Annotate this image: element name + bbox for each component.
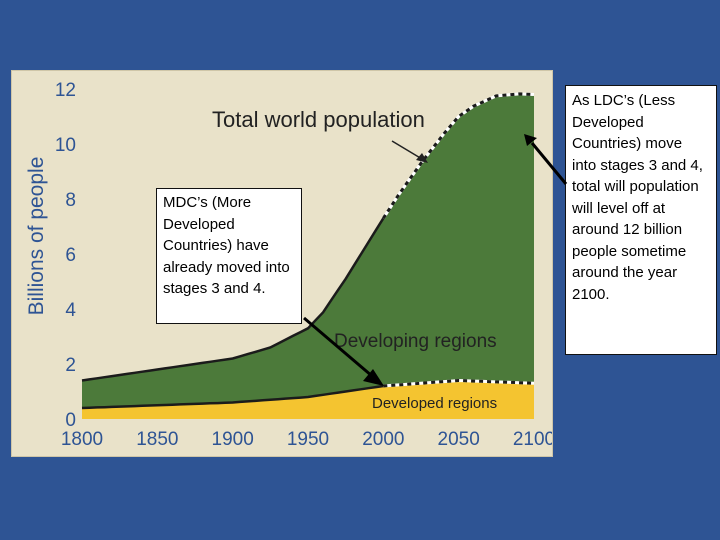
y-tick-label: 4 xyxy=(65,300,76,321)
annotation-developing-regions: Developing regions xyxy=(334,331,497,352)
mdc-callout: MDC’s (More Developed Countries) have al… xyxy=(156,188,302,324)
y-tick-label: 8 xyxy=(65,190,76,211)
tick-layer: 0 2 4 6 8 10 12 1800 1850 1900 1950 2000 2050 2100 xyxy=(55,80,552,450)
area-layer xyxy=(82,93,534,419)
x-tick-label: 2100 xyxy=(513,429,552,450)
x-tick-label: 2000 xyxy=(362,429,404,450)
boundary-layer xyxy=(81,92,535,410)
y-tick-label: 12 xyxy=(55,80,76,101)
developed-boundary-projection-line xyxy=(383,378,535,388)
total-boundary-past-line xyxy=(81,217,385,382)
series-developing-regions-area xyxy=(82,93,534,409)
population-chart: 0 2 4 6 8 10 12 1800 1850 1900 1950 2000 2050 2100 Bi… xyxy=(25,80,552,450)
y-tick-label: 2 xyxy=(65,355,76,376)
x-tick-label: 1900 xyxy=(212,429,254,450)
developed-boundary-past-line xyxy=(81,384,384,410)
ldc-callout: As LDC’s (Less Developed Countries) move… xyxy=(565,85,717,355)
x-tick-label: 1800 xyxy=(61,429,103,450)
y-axis-label: Billions of people xyxy=(25,157,48,316)
total-boundary-projection-base xyxy=(382,92,535,220)
total-pointer-arrow xyxy=(391,140,423,160)
total-pointer-arrowhead xyxy=(416,153,428,163)
series-developed-regions-area xyxy=(82,380,534,419)
chart-panel: 0 2 4 6 8 10 12 1800 1850 1900 1950 2000 2050 2100 Bi… xyxy=(11,70,553,457)
y-tick-label: 10 xyxy=(55,135,76,156)
x-tick-label: 1850 xyxy=(136,429,178,450)
x-tick-label: 1950 xyxy=(287,429,329,450)
y-tick-label: 6 xyxy=(65,245,76,266)
x-tick-label: 2050 xyxy=(438,429,480,450)
y-tick-label: 0 xyxy=(65,410,76,431)
annotation-total-world-population: Total world population xyxy=(212,107,425,132)
annotation-developed-regions: Developed regions xyxy=(372,395,497,412)
